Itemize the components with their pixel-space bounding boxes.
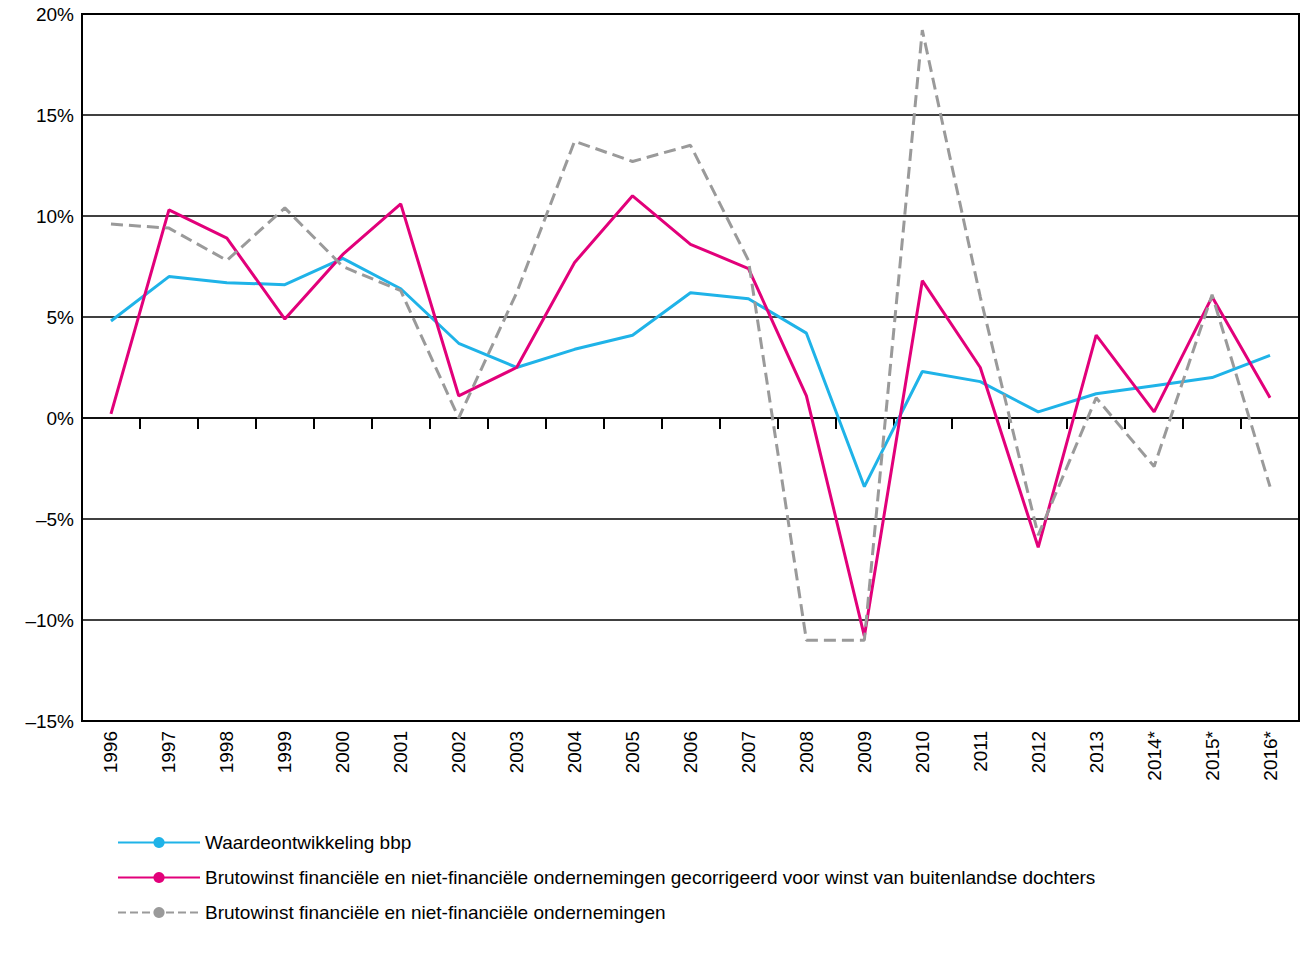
svg-text:1998: 1998 (216, 731, 237, 773)
svg-text:–10%: –10% (25, 610, 74, 631)
svg-text:2015*: 2015* (1202, 730, 1223, 780)
svg-text:0%: 0% (47, 408, 75, 429)
svg-text:2010: 2010 (912, 731, 933, 773)
svg-text:2011: 2011 (970, 731, 991, 772)
svg-text:20%: 20% (36, 4, 74, 25)
svg-text:2000: 2000 (332, 731, 353, 773)
svg-text:2008: 2008 (796, 731, 817, 773)
svg-text:2002: 2002 (448, 731, 469, 773)
svg-text:15%: 15% (36, 105, 74, 126)
svg-text:1997: 1997 (158, 731, 179, 773)
svg-text:2014*: 2014* (1144, 730, 1165, 780)
svg-text:2003: 2003 (506, 731, 527, 773)
svg-text:Brutowinst financiële en niet-: Brutowinst financiële en niet-financiële… (205, 867, 1095, 888)
svg-text:–5%: –5% (36, 509, 74, 530)
svg-text:1996: 1996 (100, 731, 121, 773)
svg-text:1999: 1999 (274, 731, 295, 773)
svg-text:Brutowinst financiële en niet-: Brutowinst financiële en niet-financiële… (205, 902, 666, 923)
svg-text:–15%: –15% (25, 711, 74, 732)
svg-text:2001: 2001 (390, 731, 411, 773)
svg-text:2016*: 2016* (1260, 730, 1281, 780)
svg-text:2012: 2012 (1028, 731, 1049, 773)
svg-text:5%: 5% (47, 307, 75, 328)
svg-text:2007: 2007 (738, 731, 759, 773)
svg-text:2005: 2005 (622, 731, 643, 773)
svg-text:2004: 2004 (564, 731, 585, 774)
svg-text:Waardeontwikkeling bbp: Waardeontwikkeling bbp (205, 832, 411, 853)
svg-text:2006: 2006 (680, 731, 701, 773)
svg-text:2013: 2013 (1086, 731, 1107, 773)
svg-text:10%: 10% (36, 206, 74, 227)
svg-text:2009: 2009 (854, 731, 875, 773)
